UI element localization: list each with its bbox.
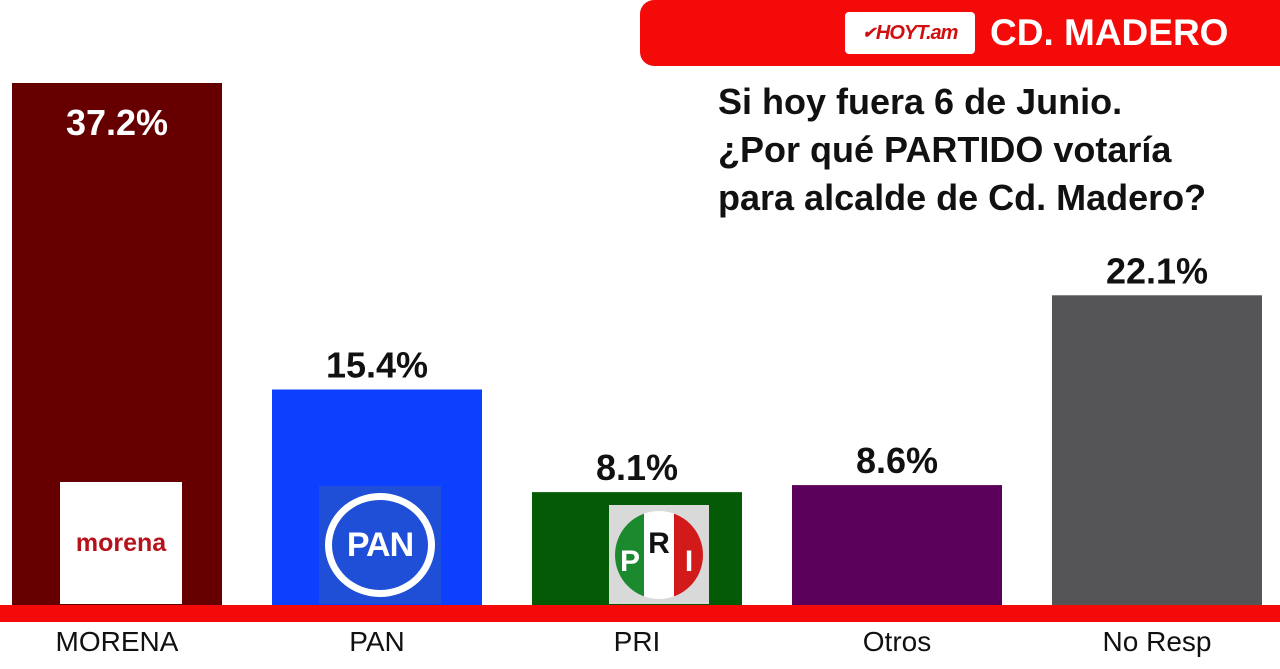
data-label: 15.4% <box>326 344 428 385</box>
data-label: 8.6% <box>856 440 938 481</box>
category-label: PRI <box>614 626 661 657</box>
data-label: 37.2% <box>66 102 168 143</box>
pan-logo-text: PAN <box>332 500 428 590</box>
data-label: 8.1% <box>596 447 678 488</box>
category-label: PAN <box>349 626 405 657</box>
morena-logo: morena <box>60 482 182 604</box>
category-label: Otros <box>863 626 931 657</box>
category-label: No Resp <box>1103 626 1212 657</box>
category-label: MORENA <box>56 626 179 657</box>
data-label: 22.1% <box>1106 250 1208 291</box>
pan-logo: PAN <box>319 486 441 604</box>
brand-text: HOYT.am <box>875 21 959 44</box>
pri-letter-p: P <box>620 545 640 578</box>
bar-otros <box>792 485 1002 606</box>
pri-letter-r: R <box>648 527 670 560</box>
location-title: CD. MADERO <box>990 12 1229 53</box>
pri-letter-i: I <box>685 545 693 578</box>
hoyt-logo: ✔ HOYT.am <box>845 12 975 54</box>
question-text: Si hoy fuera 6 de Junio. ¿Por qué PARTID… <box>718 81 1207 218</box>
pri-logo: P R I <box>609 505 709 604</box>
pri-emblem-icon: P R I <box>615 510 703 599</box>
bar-no-resp <box>1052 295 1262 606</box>
pan-logo-ring: PAN <box>325 493 435 597</box>
baseline-strip <box>0 605 1280 622</box>
